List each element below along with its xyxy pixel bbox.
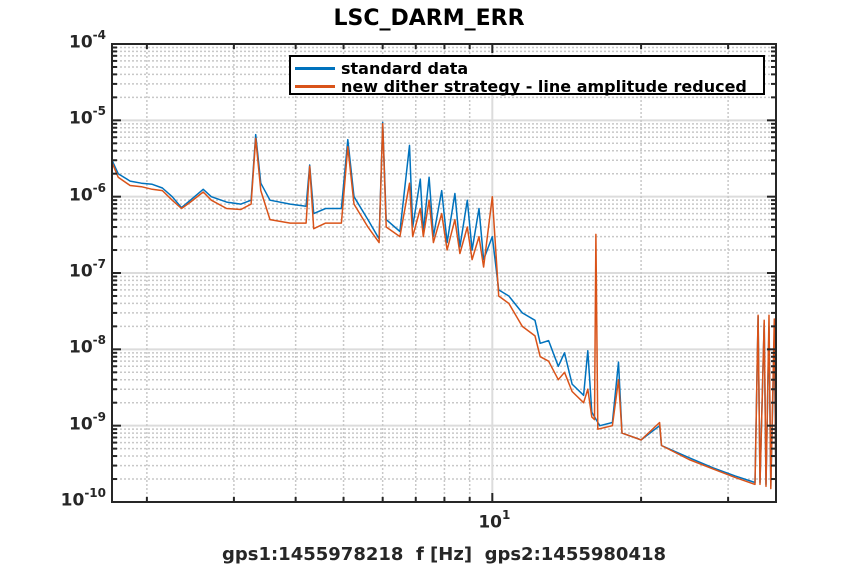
tick-base: 10 bbox=[68, 32, 93, 53]
tick-base: 10 bbox=[60, 490, 85, 511]
tick-exponent: -9 bbox=[92, 409, 106, 424]
series-line-1 bbox=[111, 123, 777, 491]
tick-exponent: -8 bbox=[92, 333, 106, 348]
legend: standard data new dither strategy - line… bbox=[289, 55, 765, 96]
tick-exponent: -4 bbox=[92, 28, 106, 42]
legend-label: standard data bbox=[341, 58, 469, 78]
legend-item-standard: standard data bbox=[295, 58, 469, 78]
y-tick-label: 10-5 bbox=[68, 104, 106, 129]
legend-swatch bbox=[295, 84, 335, 88]
tick-base: 10 bbox=[68, 337, 93, 358]
y-tick-label: 10-6 bbox=[68, 180, 106, 206]
series-lines bbox=[111, 121, 777, 491]
tick-base: 10 bbox=[68, 414, 93, 435]
tick-exponent: -5 bbox=[92, 104, 106, 119]
tick-exponent: 1 bbox=[501, 508, 511, 522]
y-tick-label: 10-9 bbox=[68, 409, 106, 435]
y-tick-label: 10-8 bbox=[68, 333, 106, 358]
tick-base: 10 bbox=[68, 261, 93, 282]
tick-exponent: -10 bbox=[84, 486, 106, 500]
tick-exponent: -7 bbox=[92, 257, 106, 271]
tick-marks bbox=[112, 44, 776, 503]
y-tick-label: 10-10 bbox=[60, 486, 106, 511]
tick-exponent: -6 bbox=[92, 180, 106, 195]
grid bbox=[112, 44, 776, 503]
y-tick-label: 10-7 bbox=[68, 257, 106, 282]
tick-base: 10 bbox=[478, 512, 502, 533]
legend-item-new-dither: new dither strategy - line amplitude red… bbox=[295, 76, 747, 96]
x-axis-label: gps1:1455978218 f [Hz] gps2:1455980418 bbox=[221, 544, 667, 565]
x-tick-label: 101 bbox=[478, 508, 511, 533]
chart-title: LSC_DARM_ERR bbox=[333, 6, 525, 31]
legend-swatch bbox=[295, 66, 335, 70]
legend-label: new dither strategy - line amplitude red… bbox=[341, 76, 747, 96]
y-tick-label: 10-4 bbox=[68, 28, 106, 53]
tick-base: 10 bbox=[68, 108, 93, 129]
tick-base: 10 bbox=[68, 185, 93, 206]
